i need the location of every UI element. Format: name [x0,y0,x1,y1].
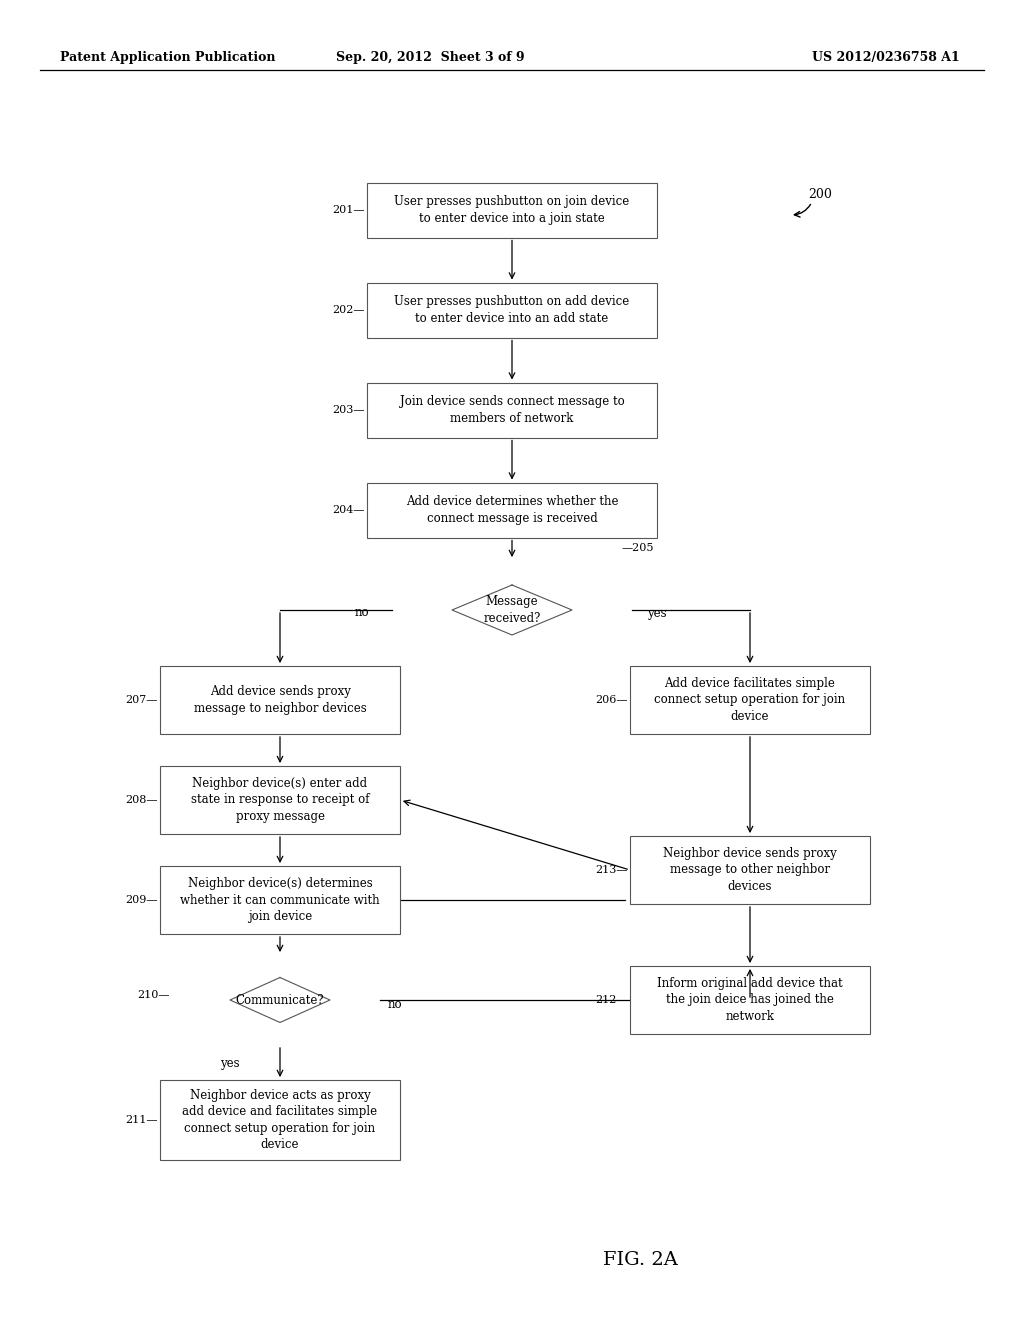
Text: Add device facilitates simple
connect setup operation for join
device: Add device facilitates simple connect se… [654,677,846,723]
Bar [160,866,400,935]
Bar [367,282,657,338]
Text: 204—: 204— [333,506,365,515]
Text: Neighbor device(s) determines
whether it can communicate with
join device: Neighbor device(s) determines whether it… [180,876,380,923]
Bar [160,1080,400,1160]
Text: Neighbor device sends proxy
message to other neighbor
devices: Neighbor device sends proxy message to o… [664,847,837,894]
Bar [160,766,400,834]
Text: Neighbor device acts as proxy
add device and facilitates simple
connect setup op: Neighbor device acts as proxy add device… [182,1089,378,1151]
Text: Join device sends connect message to
members of network: Join device sends connect message to mem… [399,395,625,425]
Text: User presses pushbutton on add device
to enter device into an add state: User presses pushbutton on add device to… [394,296,630,325]
Text: 201—: 201— [333,205,365,215]
Bar [630,966,870,1034]
Bar [367,383,657,437]
Text: Message
received?: Message received? [483,595,541,624]
Text: 206—: 206— [596,696,628,705]
Text: —205: —205 [622,543,654,553]
Text: yes: yes [647,606,667,619]
Text: no: no [388,998,402,1011]
Text: 209—: 209— [126,895,158,906]
Text: 211—: 211— [126,1115,158,1125]
Text: yes: yes [220,1056,240,1069]
Text: Neighbor device(s) enter add
state in response to receipt of
proxy message: Neighbor device(s) enter add state in re… [190,777,370,822]
Text: Communicate?: Communicate? [236,994,325,1006]
Text: 210—: 210— [137,990,170,1001]
Bar [367,182,657,238]
Bar [367,483,657,537]
Text: User presses pushbutton on join device
to enter device into a join state: User presses pushbutton on join device t… [394,195,630,224]
Text: Inform original add device that
the join deice has joined the
network: Inform original add device that the join… [657,977,843,1023]
Text: US 2012/0236758 A1: US 2012/0236758 A1 [812,51,961,65]
Text: FIG. 2A: FIG. 2A [602,1251,678,1269]
Text: Patent Application Publication: Patent Application Publication [60,51,275,65]
Bar [630,836,870,904]
Text: 213—: 213— [596,865,628,875]
Text: 212—: 212— [596,995,628,1005]
Text: Sep. 20, 2012  Sheet 3 of 9: Sep. 20, 2012 Sheet 3 of 9 [336,51,524,65]
Bar [630,667,870,734]
Text: Add device sends proxy
message to neighbor devices: Add device sends proxy message to neighb… [194,685,367,714]
Text: 202—: 202— [333,305,365,315]
Text: Add device determines whether the
connect message is received: Add device determines whether the connec… [406,495,618,525]
Text: 203—: 203— [333,405,365,414]
Bar [160,667,400,734]
Text: 200: 200 [808,189,831,202]
Text: no: no [354,606,370,619]
Text: 208—: 208— [126,795,158,805]
Text: 207—: 207— [126,696,158,705]
